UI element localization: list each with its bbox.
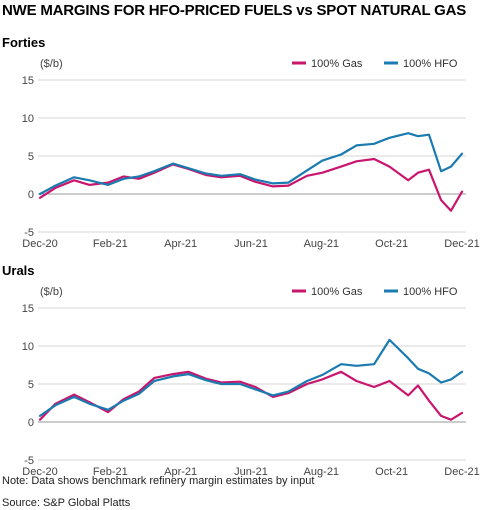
y-tick-label: 5 xyxy=(28,151,34,163)
x-tick-label: Dec-21 xyxy=(444,238,479,250)
x-tick-label: Feb-21 xyxy=(93,238,128,250)
chart-title: NWE MARGINS FOR HFO-PRICED FUELS vs SPOT… xyxy=(2,2,467,19)
forties-chart: -5 0 5 10 15 ($/b) Dec-20 Feb-21 Apr-21 Jun-21 Aug… xyxy=(22,58,480,250)
y-tick-label: -5 xyxy=(24,227,34,239)
series-line-hfo xyxy=(38,132,464,196)
y-axis-unit-label: ($/b) xyxy=(40,58,63,70)
series-line-gas xyxy=(38,157,464,212)
y-tick-label: 0 xyxy=(28,417,34,429)
x-tick-label: Aug-21 xyxy=(304,466,339,478)
x-tick-label: Oct-21 xyxy=(375,466,408,478)
legend-label: 100% Gas xyxy=(311,58,363,70)
x-tick-label: Dec-20 xyxy=(22,238,57,250)
x-tick-label: Jun-21 xyxy=(234,466,268,478)
x-tick-label: Aug-21 xyxy=(304,238,339,250)
y-tick-label: 10 xyxy=(22,341,34,353)
y-tick-label: 15 xyxy=(22,303,34,315)
y-tick-label: 0 xyxy=(28,189,34,201)
panel-title-urals: Urals xyxy=(2,263,35,278)
x-tick-label: Dec-21 xyxy=(444,466,479,478)
x-tick-label: Feb-21 xyxy=(93,466,128,478)
legend-label: 100% Gas xyxy=(311,286,363,298)
x-tick-label: Apr-21 xyxy=(164,466,197,478)
y-tick-label: 10 xyxy=(22,113,34,125)
chart-note: Note: Data shows benchmark refinery marg… xyxy=(2,475,315,487)
legend-label: 100% HFO xyxy=(403,286,458,298)
y-axis-unit-label: ($/b) xyxy=(40,286,63,298)
y-tick-label: 5 xyxy=(28,379,34,391)
y-tick-label: -5 xyxy=(24,455,34,467)
y-tick-label: 15 xyxy=(22,75,34,87)
chart-source: Source: S&P Global Platts xyxy=(2,497,131,509)
panel-title-forties: Forties xyxy=(2,35,46,50)
x-tick-label: Oct-21 xyxy=(375,238,408,250)
series-line-hfo xyxy=(38,338,464,417)
urals-chart: -5 0 5 10 15 ($/b) Dec-20 Feb-21 Apr-21 Jun-21 Aug… xyxy=(22,286,480,478)
legend-label: 100% HFO xyxy=(403,58,458,70)
series-line-gas xyxy=(38,370,464,421)
x-tick-label: Dec-20 xyxy=(22,466,57,478)
x-tick-label: Jun-21 xyxy=(234,238,268,250)
x-tick-label: Apr-21 xyxy=(164,238,197,250)
